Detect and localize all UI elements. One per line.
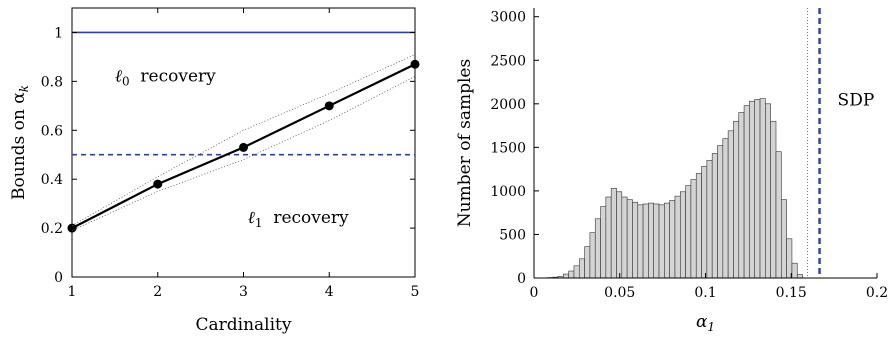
hist-bar-35 xyxy=(733,120,740,279)
dotted-series-2 xyxy=(71,76,416,231)
data-point-4 xyxy=(324,101,334,111)
hist-bar-26 xyxy=(685,185,692,279)
data-point-5 xyxy=(410,59,420,69)
hist-bar-8 xyxy=(589,232,596,279)
hist-bar-13 xyxy=(616,191,623,279)
hist-bar-43 xyxy=(775,151,782,279)
right-ytick-label-4: 2000 xyxy=(490,97,526,113)
right-xtick-label-1: 0.05 xyxy=(604,285,635,301)
right-xaxis-label: α1 xyxy=(696,312,715,334)
right-ytick-label-5: 2500 xyxy=(490,53,526,69)
hist-bar-18 xyxy=(642,203,649,279)
hist-bar-5 xyxy=(573,265,580,279)
hist-bar-24 xyxy=(674,195,681,279)
right-yaxis-label: Number of samples xyxy=(455,59,475,227)
left-yaxis-label-group: Bounds on αk xyxy=(9,85,31,200)
hist-bar-37 xyxy=(743,105,750,279)
right-ytick-label-1: 500 xyxy=(499,227,526,243)
left-plot-frame xyxy=(71,7,416,278)
right-xtick-label-4: 0.2 xyxy=(866,285,888,301)
hist-bar-33 xyxy=(722,138,729,279)
left-xtick-label-4: 5 xyxy=(411,284,420,300)
hist-bar-15 xyxy=(626,199,633,279)
right-xtick-label-0: 0 xyxy=(530,285,539,301)
hist-bar-19 xyxy=(648,202,655,279)
right-xtick-label-2: 0.1 xyxy=(694,285,716,301)
hist-bar-3 xyxy=(563,273,569,279)
hist-bar-11 xyxy=(605,196,612,279)
hist-bar-39 xyxy=(754,99,761,279)
hist-bar-40 xyxy=(759,98,766,279)
recovery-annotation-0: ℓ0 recovery xyxy=(115,66,216,88)
right-ytick-label-6: 3000 xyxy=(490,10,526,26)
data-point-2 xyxy=(153,179,163,189)
hist-bar-31 xyxy=(711,153,718,279)
left-ytick-label-4: 0.8 xyxy=(41,74,63,90)
hist-bar-32 xyxy=(717,145,724,279)
left-xtick-label-2: 3 xyxy=(239,284,248,300)
hist-bar-45 xyxy=(786,238,793,279)
left-xtick-label-1: 2 xyxy=(153,284,162,300)
hist-bar-41 xyxy=(765,103,771,279)
left-ytick-label-2: 0.4 xyxy=(41,172,63,188)
right-ytick-label-3: 1500 xyxy=(490,140,526,156)
hist-bar-14 xyxy=(621,196,628,279)
hist-bar-25 xyxy=(679,191,686,279)
left-xtick-label-0: 1 xyxy=(68,284,77,300)
left-ytick-label-0: 0 xyxy=(54,270,63,286)
hist-bar-29 xyxy=(701,166,708,279)
left-ytick-label-5: 1 xyxy=(54,25,63,41)
sdp-annotation: SDP xyxy=(838,91,875,111)
left-ytick-label-3: 0.6 xyxy=(41,123,63,139)
hist-bar-38 xyxy=(749,100,756,279)
hist-bar-30 xyxy=(706,160,713,279)
right-ytick-label-2: 1000 xyxy=(490,184,526,200)
hist-bar-7 xyxy=(584,246,591,279)
hist-bar-16 xyxy=(632,201,639,279)
hist-bar-22 xyxy=(664,202,670,279)
recovery-annotation-1: ℓ1 recovery xyxy=(248,208,349,230)
right-xtick-label-3: 0.15 xyxy=(776,285,807,301)
right-ytick-label-0: 0 xyxy=(517,271,526,287)
hist-bar-44 xyxy=(781,199,787,279)
hist-bar-20 xyxy=(653,203,660,279)
hist-bar-6 xyxy=(578,258,585,279)
right-yaxis-label-group: Number of samples xyxy=(455,59,475,227)
hist-bar-46 xyxy=(791,262,798,279)
hist-bar-36 xyxy=(738,112,745,279)
hist-bar-42 xyxy=(770,120,777,279)
data-point-3 xyxy=(239,142,248,152)
hist-bar-17 xyxy=(637,204,644,279)
left-xaxis-label: Cardinality xyxy=(196,315,292,335)
hist-bar-10 xyxy=(600,206,607,279)
left-ytick-label-1: 0.2 xyxy=(41,221,63,237)
hist-bar-34 xyxy=(727,130,734,279)
hist-bar-23 xyxy=(669,200,676,279)
left-xtick-label-3: 4 xyxy=(325,284,334,300)
hist-bar-47 xyxy=(796,274,803,279)
hist-bar-9 xyxy=(594,218,601,279)
left-yaxis-label: Bounds on αk xyxy=(9,85,31,200)
hist-bar-4 xyxy=(568,270,575,279)
hist-bar-28 xyxy=(695,173,702,279)
hist-bar-21 xyxy=(658,204,665,279)
hist-bar-27 xyxy=(690,179,697,279)
hist-bar-12 xyxy=(610,187,617,279)
